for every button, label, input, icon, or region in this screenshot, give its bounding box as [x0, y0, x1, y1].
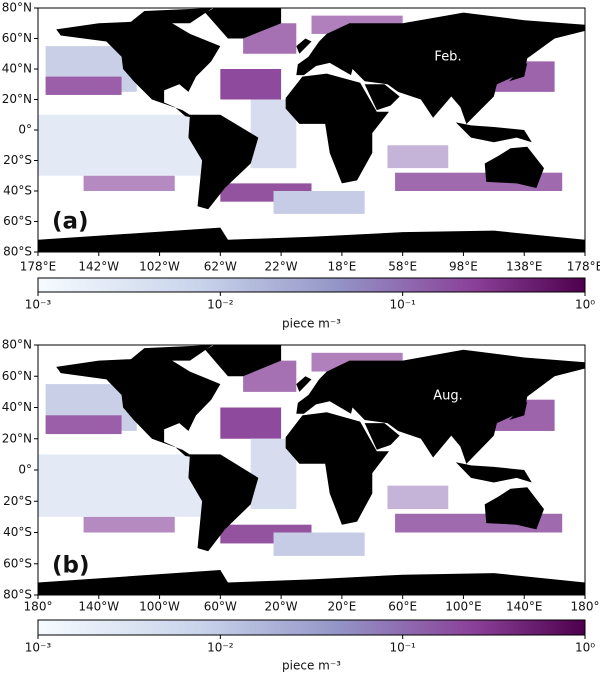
- colorbar-tick-label: 10⁰: [575, 298, 595, 312]
- lon-label: 140°W: [78, 600, 119, 614]
- lat-label: 60°S: [3, 556, 32, 570]
- lon-label: 178°E: [567, 260, 600, 274]
- panel-label: (a): [52, 209, 89, 235]
- lon-label: 100°E: [445, 600, 482, 614]
- colorbar-tick-label: 10⁻¹: [389, 641, 416, 655]
- lat-label: 60°S: [3, 214, 32, 228]
- lat-label: 80°S: [3, 245, 32, 259]
- map: [38, 345, 585, 595]
- lon-label: 20°E: [327, 600, 356, 614]
- lon-label: 22°W: [265, 260, 298, 274]
- colorbar-label: piece m⁻³: [282, 659, 341, 673]
- lat-label: 60°N: [2, 31, 32, 45]
- colorbar-tick-label: 10⁻¹: [389, 298, 416, 312]
- lon-label: 142°W: [78, 260, 119, 274]
- lat-label: 80°N: [2, 338, 32, 352]
- lon-label: 60°W: [204, 600, 237, 614]
- lat-label: 20°N: [2, 92, 32, 106]
- lon-label: 178°E: [20, 260, 57, 274]
- lon-label: 60°E: [388, 600, 417, 614]
- colorbar: [37, 277, 586, 293]
- lat-label: 80°N: [2, 1, 32, 15]
- colorbar-tick-label: 10⁻³: [25, 298, 52, 312]
- lat-label: 60°N: [2, 369, 32, 383]
- month-label: Aug.: [433, 389, 463, 404]
- lon-label: 20°W: [265, 600, 298, 614]
- lat-label: 20°N: [2, 431, 32, 445]
- lat-label: 0°: [18, 463, 32, 477]
- lon-label: 140°E: [506, 600, 543, 614]
- colorbar-tick-label: 10⁻²: [207, 641, 234, 655]
- lat-label: 80°S: [3, 588, 32, 602]
- lon-label: 102°W: [139, 260, 180, 274]
- lon-label: 98°E: [449, 260, 478, 274]
- lat-label: 40°S: [3, 184, 32, 198]
- colorbar-tick-label: 10⁰: [575, 641, 595, 655]
- colorbar-tick-label: 10⁻³: [25, 641, 52, 655]
- lon-label: 100°W: [139, 600, 180, 614]
- month-label: Feb.: [434, 50, 461, 65]
- colorbar-tick-label: 10⁻²: [207, 298, 234, 312]
- lat-label: 0°: [18, 123, 32, 137]
- panel-label: (b): [52, 553, 90, 579]
- map: [38, 8, 585, 252]
- lon-label: 180°: [571, 600, 600, 614]
- lat-label: 40°N: [2, 62, 32, 76]
- lat-label: 40°N: [2, 400, 32, 414]
- lat-label: 20°S: [3, 494, 32, 508]
- colorbar: [37, 619, 586, 636]
- lon-label: 18°E: [327, 260, 356, 274]
- lon-label: 138°E: [506, 260, 543, 274]
- lat-label: 40°S: [3, 525, 32, 539]
- lat-label: 20°S: [3, 153, 32, 167]
- lon-label: 58°E: [388, 260, 417, 274]
- lon-label: 180°: [24, 600, 53, 614]
- lon-label: 62°W: [204, 260, 237, 274]
- colorbar-label: piece m⁻³: [282, 317, 341, 331]
